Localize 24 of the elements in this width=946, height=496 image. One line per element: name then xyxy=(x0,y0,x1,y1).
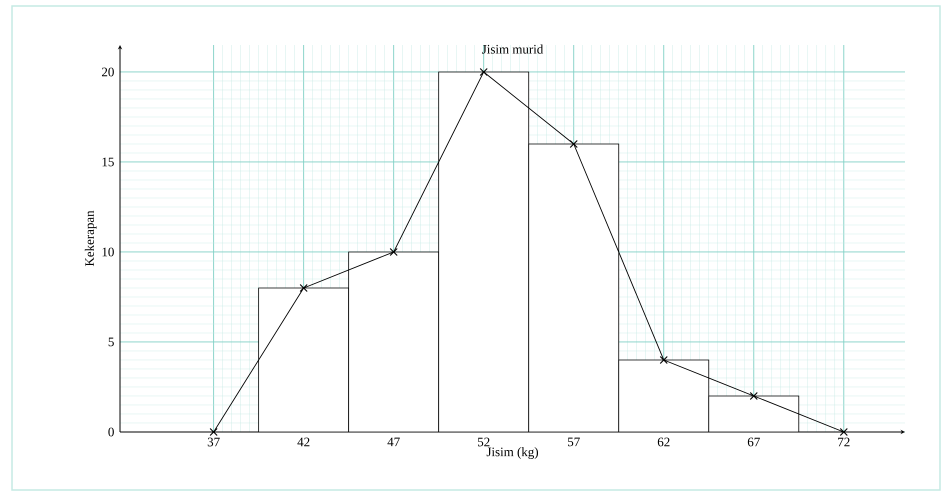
x-tick-label: 37 xyxy=(208,438,220,446)
x-tick-label: 62 xyxy=(658,438,670,446)
x-tick-label: 47 xyxy=(387,438,400,446)
point xyxy=(300,284,308,292)
x-axis-title: Jisim (kg) xyxy=(486,447,538,459)
x-tick-label: 57 xyxy=(568,438,580,446)
chart-title: Jisim murid xyxy=(482,44,544,54)
y-axis-title: Kekerapan xyxy=(84,210,97,266)
point xyxy=(390,248,398,256)
y-tick-label: 15 xyxy=(102,158,114,166)
point xyxy=(480,68,488,76)
x-tick-label: 52 xyxy=(478,438,490,446)
x-tick-label: 72 xyxy=(838,438,850,446)
y-tick-label: 5 xyxy=(108,338,114,346)
point xyxy=(660,356,668,364)
y-tick-label: 20 xyxy=(102,68,114,76)
point xyxy=(750,392,758,400)
point xyxy=(840,428,848,436)
point xyxy=(210,428,218,436)
x-tick-label: 67 xyxy=(748,438,760,446)
x-tick-label: 42 xyxy=(297,438,310,446)
point xyxy=(570,140,578,148)
y-tick-label: 0 xyxy=(108,428,114,436)
y-tick-label: 10 xyxy=(102,248,114,256)
